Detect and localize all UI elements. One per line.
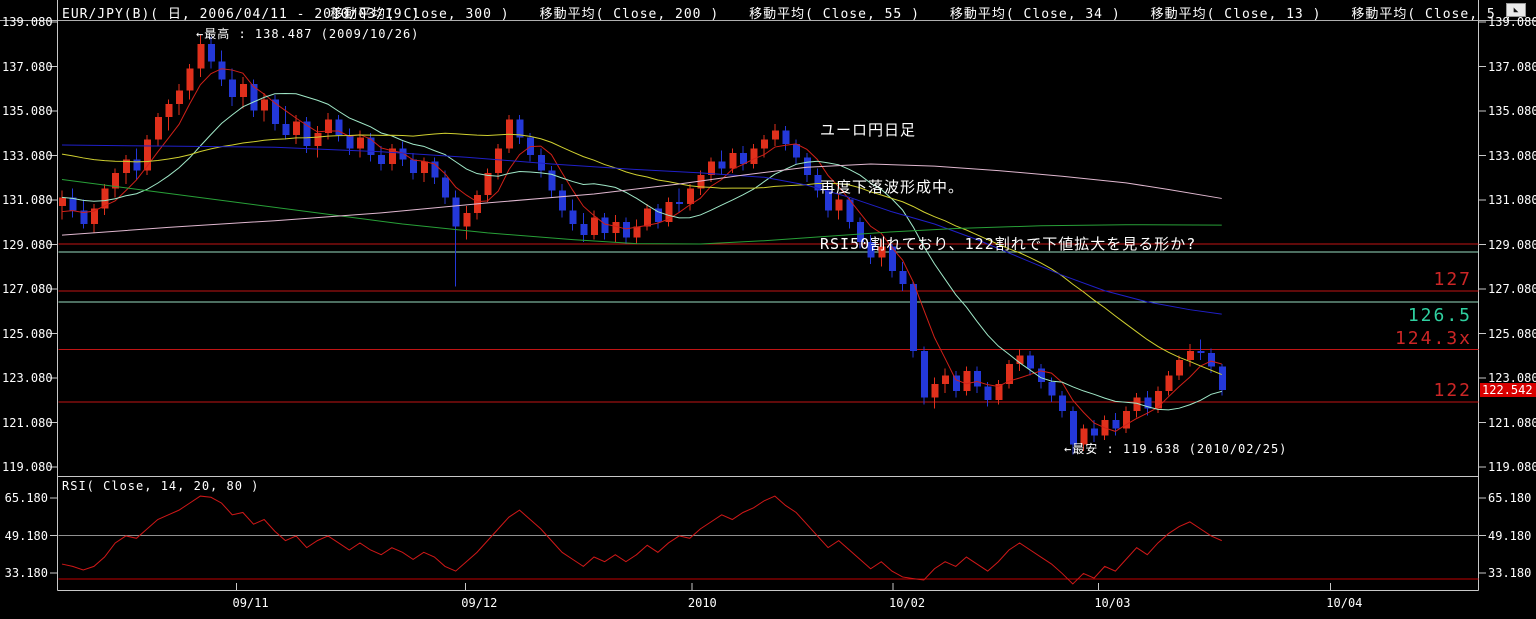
price-axis-label-left: 137.080 bbox=[2, 59, 53, 74]
comment-line-3: RSI50割れており、122割れで下値拡大を見る形か? bbox=[820, 235, 1197, 253]
annotation-comment[interactable]: ユーロ円日足 再度下落波形成中。 RSI50割れており、122割れで下値拡大を見… bbox=[820, 83, 1196, 292]
ma-line-MA55 bbox=[61, 144, 1222, 315]
rsi-axis-label-right: 49.180 bbox=[1488, 528, 1532, 543]
comment-line-1: ユーロ円日足 bbox=[820, 121, 917, 139]
support-resistance-lines bbox=[58, 243, 1479, 403]
price-axis-label-right: 129.080 bbox=[1488, 237, 1536, 252]
rsi-axis-label-left: 65.180 bbox=[4, 491, 48, 505]
price-axis-label-right: 119.080 bbox=[1488, 460, 1536, 474]
time-axis-label: 10/03 bbox=[1094, 596, 1131, 610]
annotation-highest[interactable]: ←最高 : 138.487 (2009/10/26) bbox=[196, 27, 420, 41]
rsi-line bbox=[61, 495, 1222, 585]
moving-average-lines bbox=[61, 68, 1222, 432]
price-axis-label-left: 133.080 bbox=[2, 148, 53, 163]
price-axis-label-right: 139.080 bbox=[1488, 15, 1536, 29]
rsi-axis-label-left: 33.180 bbox=[4, 566, 48, 580]
rsi-indicator-label: RSI( Close, 14, 20, 80 ) bbox=[62, 479, 260, 493]
price-axis-label-left: 131.080 bbox=[2, 193, 53, 207]
time-axis-label: 2010 bbox=[687, 596, 717, 610]
chart-title: EUR/JPY(B)( 日, 2006/04/11 - 2010/03/19 ) bbox=[62, 7, 421, 22]
rsi-axis-label-left: 49.180 bbox=[4, 528, 48, 543]
time-axis-label: 10/02 bbox=[888, 596, 926, 610]
price-axis-label-left: 119.080 bbox=[2, 460, 53, 474]
legend-item[interactable]: 移動平均( Close, 200 ) bbox=[539, 7, 720, 22]
price-level-label[interactable]: 127 bbox=[1433, 268, 1472, 290]
scroll-to-end-button[interactable]: ◣ bbox=[1506, 3, 1526, 17]
price-axis-label-right: 127.080 bbox=[1488, 282, 1536, 296]
ma-line-MA200 bbox=[61, 179, 1222, 245]
price-axis-label-right: 133.080 bbox=[1488, 148, 1536, 163]
price-axis-label-left: 127.080 bbox=[2, 282, 53, 296]
price-level-label[interactable]: 122 bbox=[1433, 380, 1472, 402]
ma-line-MA34 bbox=[61, 132, 1222, 376]
time-axis-label: 10/04 bbox=[1326, 596, 1363, 610]
rsi-axis-label-right: 33.180 bbox=[1488, 566, 1532, 580]
ma-legend: 移動平均( Close, 300 ) 移動平均( Close, 200 ) 移動平均… bbox=[330, 3, 1513, 22]
legend-item[interactable]: 移動平均( Close, 5 ) bbox=[1351, 7, 1514, 22]
price-level-label[interactable]: 126.5 bbox=[1407, 304, 1472, 326]
price-axis-label-right: 137.080 bbox=[1488, 59, 1536, 74]
price-axis-label-right: 123.080 bbox=[1488, 371, 1536, 385]
price-axis-label-left: 125.080 bbox=[2, 326, 53, 341]
price-axis-label-right: 131.080 bbox=[1488, 193, 1536, 207]
legend-item[interactable]: 移動平均( Close, 300 ) bbox=[330, 7, 510, 22]
time-axis-label: 09/12 bbox=[461, 596, 498, 610]
legend-item[interactable]: 移動平均( Close, 13 ) bbox=[1150, 7, 1322, 22]
price-level-label[interactable]: 124.3x bbox=[1394, 327, 1472, 349]
time-axis-label: 09/11 bbox=[232, 596, 269, 610]
price-axis-label-left: 121.080 bbox=[2, 415, 53, 430]
corner-arrow-icon: ◣ bbox=[1513, 5, 1519, 14]
ma-line-MA13 bbox=[61, 92, 1222, 411]
price-axis-label-left: 123.080 bbox=[2, 371, 53, 385]
price-axis-label-left: 129.080 bbox=[2, 237, 53, 252]
price-axis-label-right: 121.080 bbox=[1488, 415, 1536, 430]
rsi-axis-label-right: 65.180 bbox=[1488, 491, 1532, 505]
price-axis-label-left: 135.080 bbox=[2, 104, 53, 118]
price-axis-label-right: 125.080 bbox=[1488, 326, 1536, 341]
ma-line-MA5 bbox=[61, 68, 1222, 432]
price-axis-label-left: 139.080 bbox=[2, 15, 53, 29]
legend-item[interactable]: 移動平均( Close, 34 ) bbox=[949, 7, 1121, 22]
current-price-tag: 122.542 bbox=[1480, 382, 1536, 397]
annotation-lowest[interactable]: ←最安 : 119.638 (2010/02/25) bbox=[1064, 442, 1288, 456]
comment-line-2: 再度下落波形成中。 bbox=[820, 178, 965, 196]
rsi-panel bbox=[58, 495, 1479, 585]
price-axis-label-right: 135.080 bbox=[1488, 104, 1536, 118]
legend-item[interactable]: 移動平均( Close, 55 ) bbox=[749, 7, 920, 22]
ma-line-MA300 bbox=[61, 163, 1222, 236]
